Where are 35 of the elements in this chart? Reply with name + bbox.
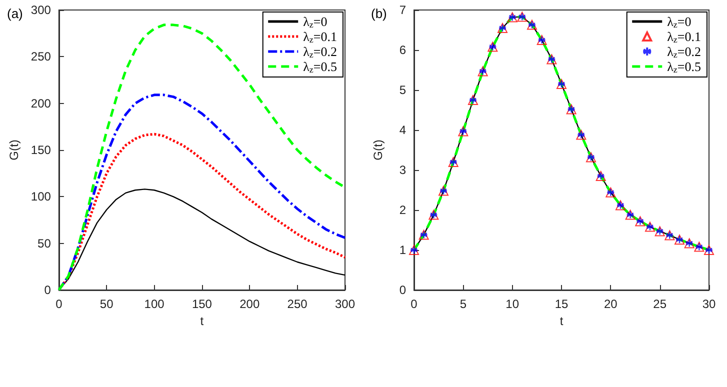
x-tick-label: 25 (653, 297, 667, 311)
chart-title: (b) (371, 6, 387, 21)
y-tick-label: 300 (30, 3, 52, 17)
y-tick-label: 4 (399, 123, 406, 137)
x-axis-title: t (200, 314, 204, 328)
x-tick-label: 10 (506, 297, 520, 311)
x-tick-label: 20 (604, 297, 618, 311)
y-tick-label: 1 (399, 243, 406, 257)
chart-title: (a) (7, 6, 23, 21)
y-tick-label: 5 (399, 83, 406, 97)
y-tick-label: 150 (30, 143, 52, 157)
x-tick-label: 250 (287, 297, 308, 311)
x-tick-label: 30 (702, 297, 716, 311)
x-tick-label: 300 (334, 297, 356, 311)
x-tick-label: 100 (144, 297, 165, 311)
y-tick-label: 2 (399, 203, 406, 217)
y-axis-title: G(t) (7, 140, 21, 160)
y-tick-label: 0 (399, 283, 406, 297)
y-tick-label: 250 (30, 50, 52, 64)
x-tick-label: 200 (240, 297, 260, 311)
y-axis-title: G(t) (371, 140, 385, 160)
x-tick-label: 150 (192, 297, 212, 311)
x-tick-label: 15 (554, 297, 568, 311)
x-tick-label: 0 (56, 297, 63, 311)
y-tick-label: 50 (38, 236, 52, 250)
y-tick-label: 100 (30, 190, 52, 204)
y-tick-label: 3 (399, 163, 406, 177)
x-tick-label: 50 (100, 297, 114, 311)
x-tick-label: 5 (460, 297, 467, 311)
x-axis-title: t (560, 314, 564, 328)
y-tick-label: 0 (44, 283, 52, 297)
y-tick-label: 200 (30, 96, 52, 110)
y-tick-label: 7 (399, 3, 406, 17)
x-tick-label: 0 (410, 297, 418, 311)
y-tick-label: 6 (399, 43, 406, 57)
